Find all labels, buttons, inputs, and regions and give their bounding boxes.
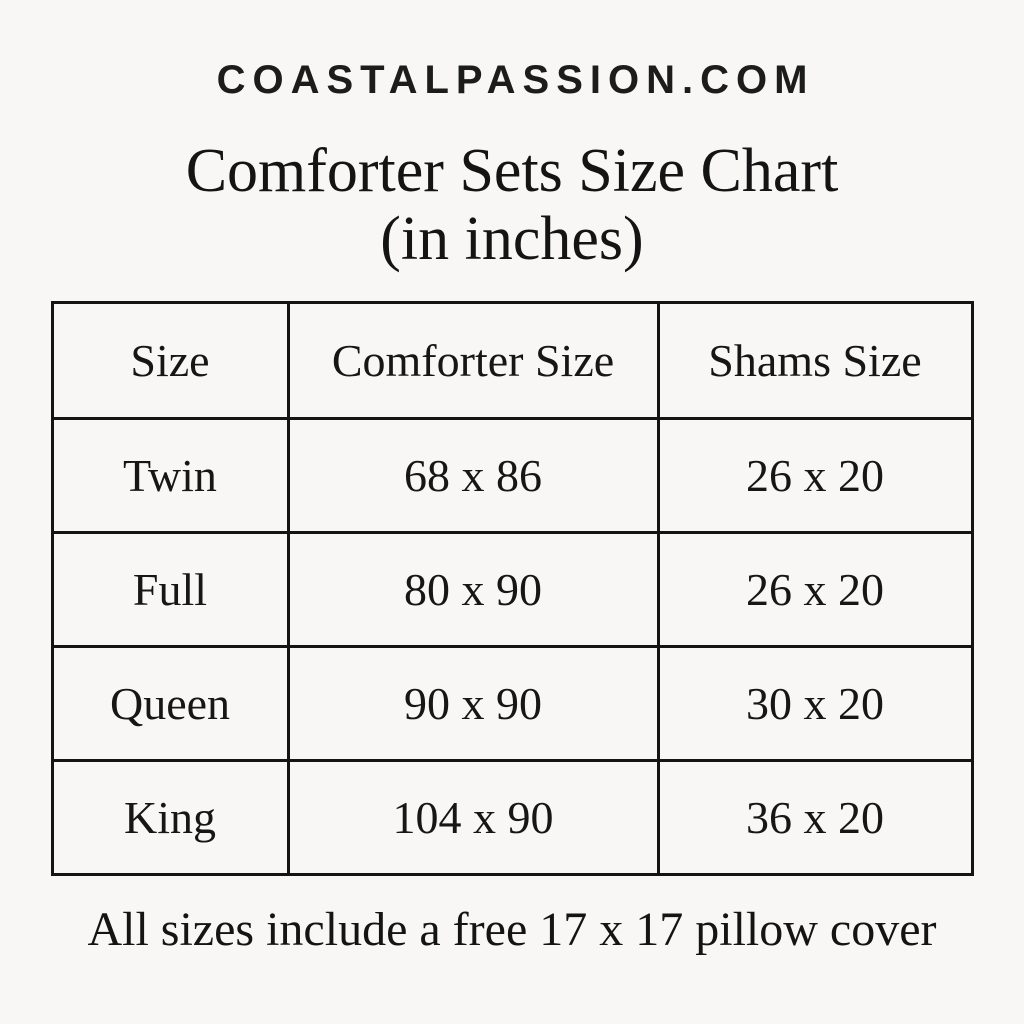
brand-header: COASTALPASSION.COM [216, 58, 815, 102]
column-header-comforter-size: Comforter Size [286, 301, 660, 420]
size-chart-table: Size Comforter Size Shams Size Twin 68 x… [50, 301, 974, 876]
cell-queen-comforter: 90 x 90 [286, 645, 660, 762]
table-row-queen: Queen 90 x 90 30 x 20 [50, 645, 974, 762]
table-row-king: King 104 x 90 36 x 20 [50, 759, 974, 876]
cell-full-shams: 26 x 20 [656, 531, 974, 648]
column-header-shams-size: Shams Size [656, 301, 974, 420]
page-title-line2: (in inches) [380, 205, 644, 273]
page-title-line1: Comforter Sets Size Chart [185, 137, 839, 205]
cell-full-size: Full [50, 531, 290, 648]
cell-king-comforter: 104 x 90 [286, 759, 660, 876]
cell-full-comforter: 80 x 90 [286, 531, 660, 648]
table-row-full: Full 80 x 90 26 x 20 [50, 531, 974, 648]
cell-twin-comforter: 68 x 86 [286, 417, 660, 534]
footer-note: All sizes include a free 17 x 17 pillow … [87, 903, 937, 956]
cell-king-shams: 36 x 20 [656, 759, 974, 876]
column-header-size: Size [50, 301, 290, 420]
cell-twin-shams: 26 x 20 [656, 417, 974, 534]
page-title: Comforter Sets Size Chart (in inches) [0, 137, 1024, 273]
cell-twin-size: Twin [50, 417, 290, 534]
table-header-row: Size Comforter Size Shams Size [50, 301, 974, 420]
cell-queen-shams: 30 x 20 [656, 645, 974, 762]
table-row-twin: Twin 68 x 86 26 x 20 [50, 417, 974, 534]
cell-queen-size: Queen [50, 645, 290, 762]
cell-king-size: King [50, 759, 290, 876]
